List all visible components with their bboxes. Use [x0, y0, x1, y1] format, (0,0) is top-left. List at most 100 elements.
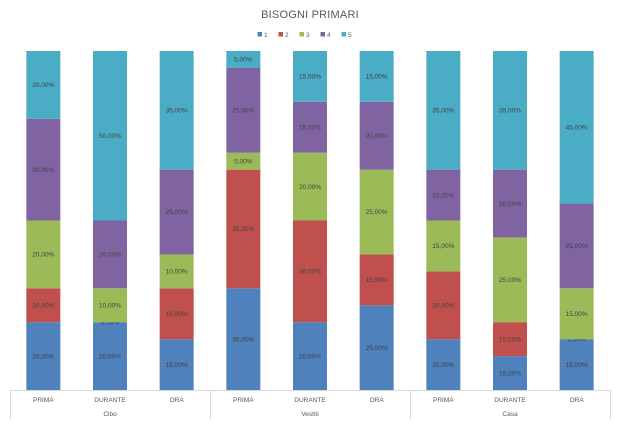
- bar-segment-cibo-durante-s3: [93, 288, 127, 323]
- category-label-durante: DURANTE: [94, 397, 126, 404]
- data-label: 10,00%: [32, 302, 54, 309]
- data-label: 15,00%: [432, 192, 454, 199]
- bar-segment-cibo-prima-s3: [26, 220, 61, 289]
- category-label-durante: DURANTE: [494, 397, 526, 404]
- data-label: 15,00%: [299, 74, 321, 81]
- bar-segment-casa-prima-s1: [426, 339, 461, 390]
- legend-label-2: 2: [285, 32, 289, 39]
- data-label: 10,00%: [499, 336, 521, 343]
- data-label: 15,00%: [432, 362, 454, 369]
- category-label-ora: ORA: [570, 397, 585, 404]
- bar-segment-vestiti-ora-s2: [359, 254, 394, 306]
- bar-segment-casa-prima-s4: [426, 169, 461, 221]
- data-label: 15,00%: [299, 124, 321, 131]
- data-label: 0,00%: [101, 319, 120, 326]
- data-label: 10,00%: [499, 370, 521, 377]
- data-label: 20,00%: [32, 252, 54, 259]
- category-label-prima: PRIMA: [233, 397, 254, 404]
- data-label: 25,00%: [499, 277, 521, 284]
- legend-label-4: 4: [327, 32, 331, 39]
- legend-label-3: 3: [306, 32, 310, 39]
- data-label: 25,00%: [232, 108, 254, 115]
- bar-segment-vestiti-prima-s3: [226, 152, 261, 170]
- bar-segment-casa-ora-s1: [559, 339, 594, 390]
- group-label-cibo: Cibo: [103, 411, 117, 418]
- bar-segment-cibo-ora-s4: [159, 169, 194, 255]
- data-label: 5,00%: [234, 158, 253, 165]
- data-label: 20,00%: [366, 133, 388, 140]
- bar-segment-vestiti-ora-s4: [359, 101, 394, 170]
- data-label: 5,00%: [234, 57, 253, 64]
- bar-segment-vestiti-durante-s3: [293, 152, 327, 221]
- bar-segment-vestiti-ora-s5: [359, 51, 394, 102]
- data-label: 10,00%: [166, 269, 188, 276]
- bar-segment-vestiti-prima-s1: [226, 288, 261, 390]
- bar-segment-cibo-prima-s2: [26, 288, 61, 323]
- chart-title: BISOGNI PRIMARI: [261, 9, 359, 21]
- bar-segment-casa-ora-s4: [559, 203, 594, 289]
- plot-area: 20,00% 10,00% 20,00% 30,00% 20,00% 20,00% 0,00…: [26, 51, 594, 390]
- data-label: 30,00%: [32, 167, 54, 174]
- bar-segment-cibo-ora-s3: [159, 254, 194, 289]
- bar-segment-casa-durante-s4: [493, 169, 527, 238]
- data-label: 15,00%: [366, 74, 388, 81]
- bar-segment-cibo-prima-s4: [26, 118, 61, 221]
- bar-segment-vestiti-prima-s2: [226, 169, 261, 289]
- legend-swatch-3: [299, 32, 304, 37]
- group-label-casa: Casa: [502, 411, 518, 418]
- data-label: 20,00%: [99, 353, 121, 360]
- data-label: 50,00%: [99, 133, 121, 140]
- bar-segment-cibo-durante-s4: [93, 220, 127, 289]
- bar-segment-cibo-ora-s2: [159, 288, 194, 340]
- data-label: 15,00%: [166, 311, 188, 318]
- legend-label-5: 5: [348, 32, 352, 39]
- legend-label-1: 1: [264, 32, 268, 39]
- bar-segment-cibo-ora-s1: [159, 339, 194, 390]
- data-label: 15,00%: [566, 362, 588, 369]
- bar-segment-casa-durante-s5: [493, 51, 527, 170]
- data-label: 15,00%: [166, 362, 188, 369]
- data-label: 35,00%: [232, 226, 254, 233]
- bar-segment-vestiti-ora-s3: [359, 169, 394, 255]
- data-label: 10,00%: [99, 302, 121, 309]
- category-axis: PRIMA DURANTE ORA Cibo PRIMA DURANTE ORA Vestit…: [10, 390, 611, 420]
- data-label: 45,00%: [566, 124, 588, 131]
- category-label-prima: PRIMA: [33, 397, 54, 404]
- bar-segment-casa-durante-s3: [493, 237, 527, 323]
- data-label: 25,00%: [366, 209, 388, 216]
- data-label: 15,00%: [366, 277, 388, 284]
- bar-segment-vestiti-ora-s1: [359, 305, 394, 390]
- data-label: 20,00%: [32, 353, 54, 360]
- data-label: 20,00%: [32, 82, 54, 89]
- legend-swatch-4: [320, 32, 325, 37]
- data-label: 25,00%: [566, 243, 588, 250]
- bar-segment-casa-prima-s2: [426, 271, 461, 340]
- bar-segment-casa-durante-s1: [493, 356, 527, 390]
- legend-swatch-2: [278, 32, 283, 37]
- data-label: 0,00%: [567, 336, 586, 343]
- bar-segment-casa-prima-s3: [426, 220, 461, 272]
- category-label-ora: ORA: [170, 397, 185, 404]
- chart-legend: 1 2 3 4 5: [257, 32, 352, 39]
- bar-segment-casa-prima-s5: [426, 51, 461, 170]
- data-label: 20,00%: [499, 201, 521, 208]
- bar-segment-casa-ora-s5: [559, 51, 594, 204]
- data-label: 20,00%: [99, 252, 121, 259]
- data-label: 30,00%: [299, 269, 321, 276]
- legend-swatch-1: [257, 32, 262, 37]
- data-label: 35,00%: [499, 108, 521, 115]
- bar-segment-vestiti-prima-s4: [226, 67, 261, 153]
- data-label: 20,00%: [299, 353, 321, 360]
- data-label: 20,00%: [299, 184, 321, 191]
- data-label: 15,00%: [566, 311, 588, 318]
- bar-segment-casa-ora-s3: [559, 288, 594, 340]
- data-label: 35,00%: [166, 108, 188, 115]
- bar-segment-cibo-ora-s5: [159, 51, 194, 170]
- data-label: 30,00%: [232, 336, 254, 343]
- data-label: 20,00%: [432, 302, 454, 309]
- legend-swatch-5: [341, 32, 346, 37]
- data-label: 35,00%: [432, 108, 454, 115]
- bar-segment-vestiti-durante-s4: [293, 101, 327, 153]
- category-label-durante: DURANTE: [294, 397, 326, 404]
